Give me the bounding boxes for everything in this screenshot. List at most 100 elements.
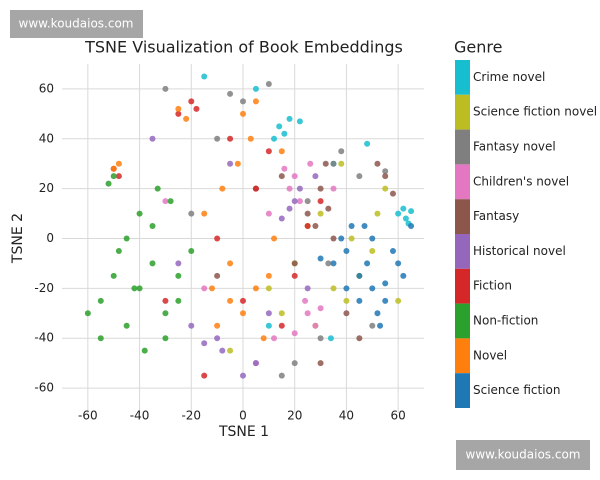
point [149,135,156,142]
legend-label: Fantasy [473,209,519,223]
legend-label: Fiction [473,279,512,293]
y-tick-label: 60 [39,81,54,95]
point [377,322,384,329]
point [369,235,376,242]
point [317,335,324,342]
point [219,185,226,192]
point [252,285,259,292]
x-tick-label: 20 [287,409,302,423]
point [317,255,324,262]
y-tick-label: -20 [34,281,54,295]
legend-title: Genre [454,38,502,57]
point [312,223,319,230]
chart-title: TSNE Visualization of Book Embeddings [84,38,403,57]
point [400,272,407,279]
point [84,310,91,317]
point [348,223,355,230]
point [201,372,208,379]
point [304,310,311,317]
point [408,208,415,215]
point [227,260,234,267]
point [201,285,208,292]
point [302,297,309,304]
point [265,285,272,292]
point [271,335,278,342]
point [356,272,363,279]
point [291,173,298,180]
point [382,185,389,192]
point [97,297,104,304]
y-tick-label: -60 [34,381,54,395]
point [395,210,402,217]
point [327,335,334,342]
point [408,223,415,230]
point [162,335,169,342]
point [110,165,117,172]
point [286,115,293,122]
legend-label: Science fiction [473,383,560,397]
point [369,247,376,254]
legend-swatch [455,234,470,269]
legend-label: Novel [473,348,507,362]
point [162,297,169,304]
legend-label: Children's novel [473,174,569,188]
point [123,322,130,329]
point [395,297,402,304]
point [296,198,303,205]
x-tick-label: -40 [130,409,150,423]
legend-swatch [455,129,470,165]
grid: -60 -40 -20 0 20 40 60 -60 -40 -20 0 20 40 60 [34,64,424,423]
point [325,260,332,267]
point [317,305,324,312]
point [382,168,389,175]
point [227,347,234,354]
point [343,285,350,292]
point [183,115,190,122]
point [167,198,174,205]
point [271,235,278,242]
point [247,135,254,142]
point [201,210,208,217]
point [131,285,138,292]
point [123,235,130,242]
legend-swatch [455,338,470,374]
point [325,205,332,212]
point [356,173,363,180]
point [149,260,156,267]
point [193,105,200,112]
point [175,260,182,267]
point [105,180,112,187]
point [356,335,363,342]
point [278,148,285,155]
points [84,73,415,379]
point [201,340,208,347]
point [304,223,311,230]
point [389,190,396,197]
point [343,247,350,254]
point [317,185,324,192]
point [402,215,409,222]
point [110,173,117,180]
point [374,160,381,167]
point [141,347,148,354]
y-tick-label: 40 [39,131,54,145]
point [361,223,368,230]
point [304,198,311,205]
watermark: www.koudaios.com [466,448,581,462]
point [227,135,234,142]
point [175,272,182,279]
point [110,272,117,279]
legend-label: Historical novel [473,244,566,258]
x-tick-label: -60 [78,409,98,423]
point [240,310,246,317]
point [330,235,337,242]
legend-swatch [455,303,470,339]
point [382,280,389,287]
point [278,215,285,222]
point [265,80,272,87]
point [291,260,298,267]
point [395,260,402,267]
point [265,310,272,317]
point [219,347,226,354]
